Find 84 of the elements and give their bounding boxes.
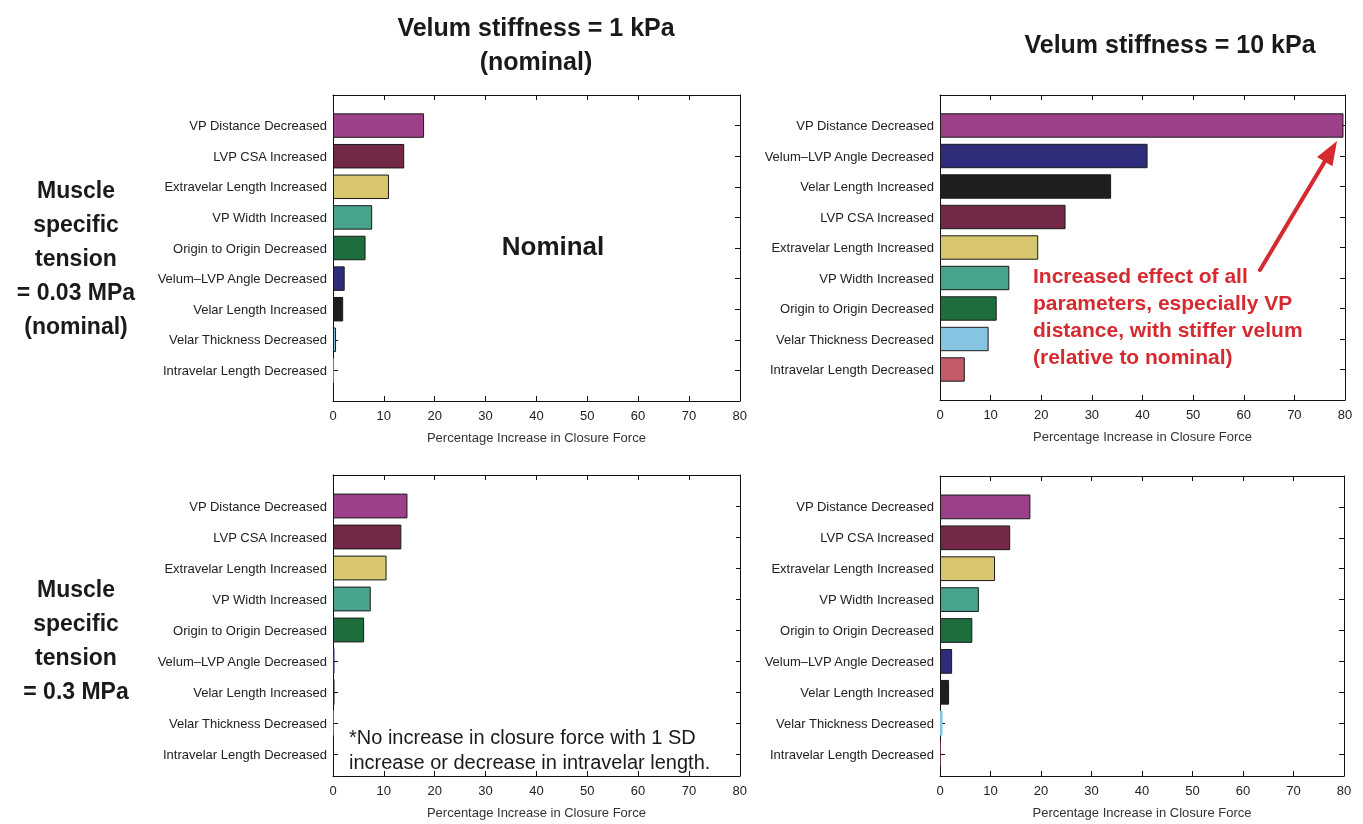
y-tick-label: Origin to Origin Decreased <box>780 301 934 316</box>
y-tick-label: VP Width Increased <box>819 592 934 608</box>
y-axis-title: Muscle specific tension = 0.3 MPa <box>23 576 129 704</box>
x-tick-label: 50 <box>1185 783 1200 798</box>
x-tick-label: 30 <box>478 408 493 423</box>
y-tick-label: Extravelar Length Increased <box>164 179 327 195</box>
y-tick-label: Intravelar Length Decreased <box>162 746 327 762</box>
y-tick-label: Velar Thickness Decreased <box>168 332 327 348</box>
y-tick-label: Velar Thickness Decreased <box>775 331 934 347</box>
x-tick-label: 0 <box>329 408 337 423</box>
y-tick-label: Origin to Origin Decreased <box>780 623 934 638</box>
x-tick-label: 70 <box>1287 407 1302 422</box>
x-tick-label: 20 <box>427 408 442 423</box>
y-tick-label: Intravelar Length Decreased <box>769 362 934 377</box>
x-tick-label: 20 <box>1033 783 1049 798</box>
x-tick-label: 40 <box>1135 407 1150 422</box>
x-tick-label: 50 <box>580 783 595 798</box>
x-tick-label: 10 <box>983 783 998 798</box>
y-tick-label: Velar Length Increased <box>800 684 934 700</box>
x-tick-label: 80 <box>732 783 747 798</box>
y-tick-label: LVP CSA Increased <box>213 529 327 545</box>
y-tick-label: LVP CSA Increased <box>820 530 934 546</box>
chart-title: Velum stiffness = 10 kPa <box>1024 30 1317 58</box>
y-tick-label: Velar Length Increased <box>193 301 327 317</box>
x-tick-label: 10 <box>376 408 392 423</box>
bar <box>940 710 943 736</box>
x-tick-label: 10 <box>376 783 392 798</box>
x-tick-label: 60 <box>1236 407 1251 422</box>
x-tick-label: 20 <box>427 783 442 798</box>
x-tick-label: 30 <box>478 783 493 798</box>
x-tick-label: 50 <box>1185 407 1201 422</box>
x-axis-title: Percentage Increase in Closure Force <box>426 805 646 820</box>
y-tick-label: Extravelar Length Increased <box>771 240 934 255</box>
y-tick-label: Velar Thickness Decreased <box>168 715 327 731</box>
x-tick-label: 80 <box>1336 783 1352 798</box>
y-tick-label: VP Width Increased <box>212 209 327 225</box>
y-tick-label: Extravelar Length Increased <box>164 560 327 576</box>
x-tick-label: 10 <box>983 407 998 422</box>
y-axis-title: Muscle specific tension = 0.03 MPa (nominal) <box>16 177 136 339</box>
y-tick-label: Velum–LVP Angle Decreased <box>157 653 327 669</box>
y-tick-label: Velum–LVP Angle Decreased <box>157 271 327 287</box>
chart-title: Velum stiffness = 1 kPa (nominal) <box>397 13 676 75</box>
x-axis-title: Percentage Increase in Closure Force <box>1033 429 1252 444</box>
y-tick-label: Origin to Origin Decreased <box>173 622 327 638</box>
y-tick-label: Velar Thickness Decreased <box>775 715 934 731</box>
y-tick-label: VP Distance Decreased <box>796 499 934 515</box>
y-tick-label: LVP CSA Increased <box>213 148 327 164</box>
x-tick-label: 60 <box>630 408 646 423</box>
y-tick-label: Extravelar Length Increased <box>771 561 934 577</box>
y-tick-label: LVP CSA Increased <box>820 209 934 225</box>
x-tick-label: 20 <box>1034 407 1049 422</box>
x-tick-label: 70 <box>1286 783 1301 798</box>
y-tick-label: VP Distance Decreased <box>189 498 327 514</box>
x-tick-label: 40 <box>529 408 544 423</box>
x-tick-label: 0 <box>936 407 944 422</box>
x-tick-label: 80 <box>1337 407 1353 422</box>
x-axis-title: Percentage Increase in Closure Force <box>1032 805 1252 820</box>
x-tick-label: 60 <box>630 783 646 798</box>
y-tick-label: Intravelar Length Decreased <box>769 746 934 762</box>
x-tick-label: 40 <box>529 783 544 798</box>
x-tick-label: 60 <box>1235 783 1251 798</box>
x-tick-label: 0 <box>936 783 944 798</box>
x-tick-label: 30 <box>1084 407 1100 422</box>
x-tick-label: 70 <box>681 408 697 423</box>
y-tick-label: Velar Length Increased <box>193 684 327 700</box>
annotation: Increased effect of all parameters, especially VP distance, with stiffer velum (relative to nominal) <box>1033 264 1303 368</box>
annotation: *No increase in closure force with 1 SD increase or decrease in intravelar length. <box>349 725 711 773</box>
y-tick-label: VP Width Increased <box>212 591 327 607</box>
y-tick-label: VP Distance Decreased <box>189 118 327 134</box>
x-tick-label: 30 <box>1084 783 1099 798</box>
x-tick-label: 0 <box>329 783 337 798</box>
annotation: Nominal <box>501 231 605 261</box>
y-tick-label: Origin to Origin Decreased <box>173 240 327 256</box>
y-tick-label: VP Width Increased <box>819 270 934 286</box>
x-tick-label: 80 <box>732 408 747 423</box>
x-axis-title: Percentage Increase in Closure Force <box>426 430 646 445</box>
y-tick-label: Velar Length Increased <box>800 179 934 194</box>
x-tick-label: 50 <box>580 408 595 423</box>
y-tick-label: Intravelar Length Decreased <box>162 362 327 378</box>
y-tick-label: Velum–LVP Angle Decreased <box>764 148 934 164</box>
y-tick-label: VP Distance Decreased <box>796 118 934 133</box>
y-tick-label: Velum–LVP Angle Decreased <box>764 653 934 669</box>
x-tick-label: 70 <box>681 783 697 798</box>
x-tick-label: 40 <box>1134 783 1150 798</box>
